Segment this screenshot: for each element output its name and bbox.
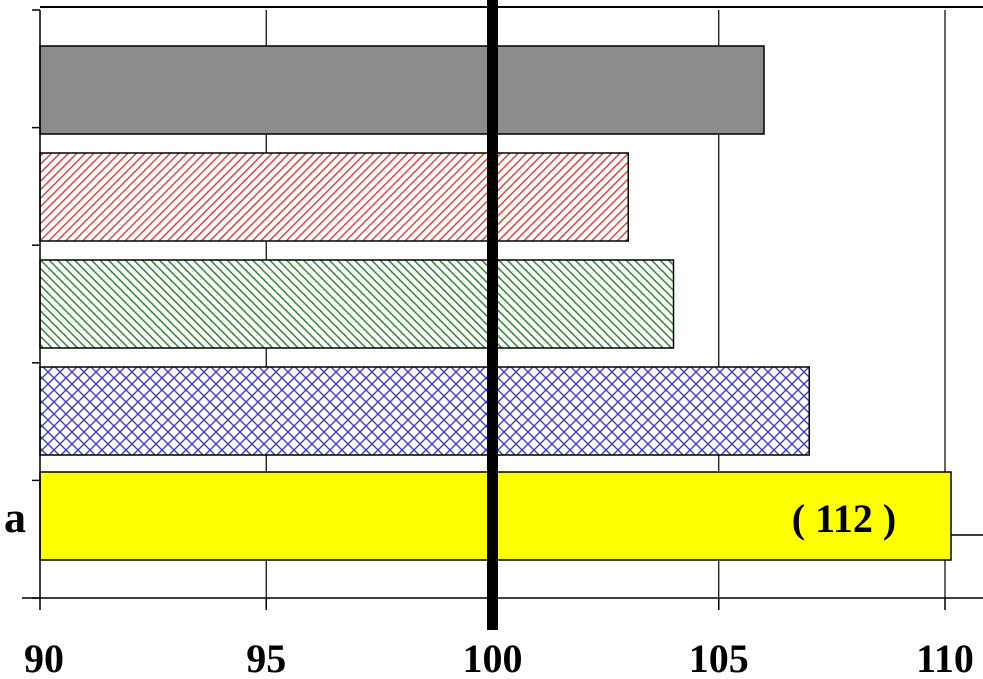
bar-2 (39, 152, 629, 242)
x-tick-label-90: 90 (24, 636, 64, 679)
category-label-5: a (4, 493, 26, 542)
data-label-5: ( 112 ) (792, 496, 896, 541)
x-tick-label-110: 110 (916, 636, 974, 679)
labels: 90 95 100 105 110 a ( 112 ) (4, 493, 974, 679)
bar-4 (39, 366, 810, 456)
x-tick-label-100: 100 (463, 636, 523, 679)
bar-1 (39, 45, 765, 135)
axes (22, 0, 983, 630)
bar-3 (39, 259, 675, 349)
x-tick-label-105: 105 (689, 636, 749, 679)
x-tick-label-95: 95 (246, 636, 286, 679)
